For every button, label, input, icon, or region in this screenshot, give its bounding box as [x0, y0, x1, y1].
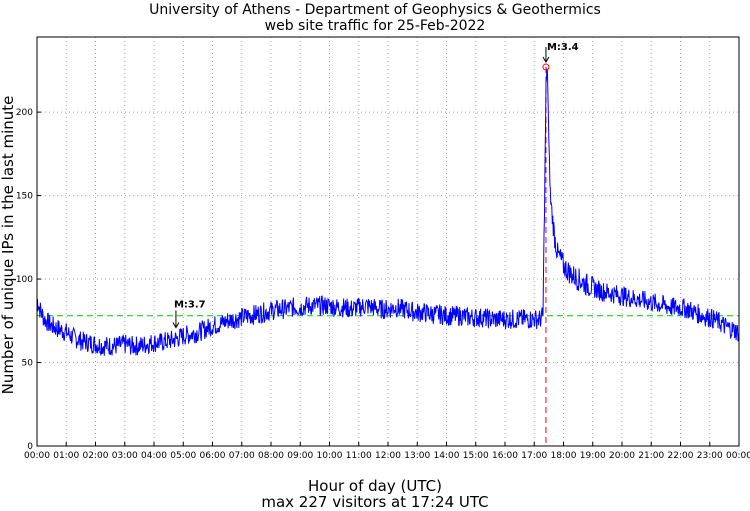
x-tick-label: 00:00	[726, 451, 750, 461]
annotation-markers: M:3.7 M:3.4	[172, 42, 579, 329]
y-tick-label: 50	[22, 359, 34, 369]
y-axis-label: Number of unique IPs in the last minute	[0, 95, 17, 395]
x-axis-label: Hour of day (UTC)	[308, 477, 442, 495]
axis-ticks: 00:00 01:00 02:00 03:00 04:00 05:00 06:00 07:00…	[16, 108, 750, 461]
x-tick-label: 19:00	[580, 451, 606, 461]
x-tick-label: 18:00	[551, 451, 577, 461]
x-tick-label: 02:00	[83, 451, 109, 461]
chart-subtitle: web site traffic for 25-Feb-2022	[264, 18, 486, 34]
x-tick-label: 11:00	[346, 451, 372, 461]
y-tick-label: 0	[27, 442, 33, 452]
x-tick-label: 23:00	[697, 451, 723, 461]
x-tick-label: 22:00	[668, 451, 694, 461]
y-tick-label: 150	[16, 192, 33, 202]
x-tick-label: 03:00	[112, 451, 138, 461]
x-tick-label: 20:00	[609, 451, 635, 461]
peak-marker	[542, 63, 550, 71]
x-tick-label: 14:00	[434, 451, 460, 461]
annotation-arrow-head	[542, 56, 550, 64]
y-tick-label: 100	[16, 275, 33, 285]
x-tick-label: 05:00	[170, 451, 196, 461]
x-tick-label: 10:00	[317, 451, 343, 461]
series-line-traffic	[36, 68, 740, 356]
annotation-label: M:3.4	[547, 42, 579, 53]
x-tick-label: 21:00	[638, 451, 664, 461]
chart-footer: max 227 visitors at 17:24 UTC	[261, 493, 489, 511]
x-tick-label: 15:00	[463, 451, 489, 461]
x-tick-label: 06:00	[200, 451, 226, 461]
x-tick-label: 12:00	[375, 451, 401, 461]
grid-lines	[37, 37, 739, 446]
x-tick-label: 13:00	[404, 451, 430, 461]
annotation-label: M:3.7	[174, 299, 206, 310]
x-tick-label: 16:00	[492, 451, 518, 461]
annotation-arrow-head	[172, 322, 180, 329]
x-tick-label: 09:00	[287, 451, 313, 461]
x-tick-label: 00:00	[24, 451, 50, 461]
chart-title: University of Athens - Department of Geo…	[149, 2, 601, 18]
x-tick-label: 17:00	[521, 451, 547, 461]
x-tick-label: 01:00	[53, 451, 79, 461]
x-tick-label: 07:00	[229, 451, 255, 461]
x-tick-label: 04:00	[141, 451, 167, 461]
x-tick-label: 08:00	[258, 451, 284, 461]
y-tick-label: 200	[16, 108, 33, 118]
